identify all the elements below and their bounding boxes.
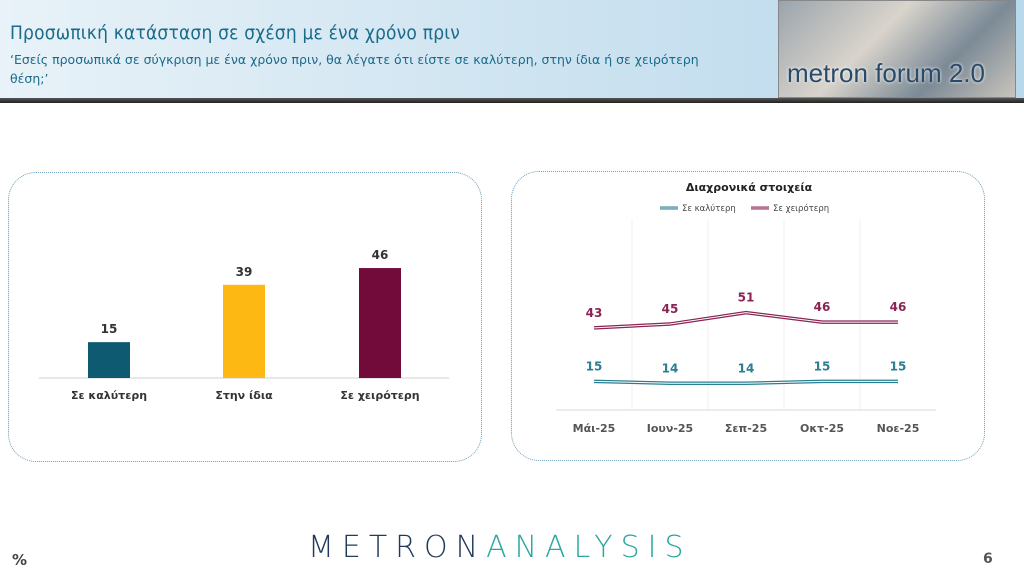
bar-chart-panel: 15 Σε καλύτερη 39 Στην ίδια 46 Σε χειρότερη (8, 172, 482, 462)
chart-title: Διαχρονικά στοιχεία (686, 181, 813, 194)
bar-value-label: 15 (101, 322, 118, 336)
line-chart-panel: Διαχρονικά στοιχεία Σε καλύτερη 15 14 14 15 15… (511, 171, 985, 461)
bar-value-label: 46 (372, 248, 389, 262)
x-tick-label: Ιουν-25 (647, 422, 693, 435)
brand-a: METRON (308, 530, 487, 565)
series-line-inner-0 (593, 380, 898, 384)
bar-chart: 15 Σε καλύτερη 39 Στην ίδια 46 Σε χειρότερη (39, 248, 449, 402)
data-label: 43 (586, 306, 603, 320)
legend-label: Σε καλύτερη (682, 203, 736, 214)
bar-value-label: 39 (236, 265, 253, 279)
x-tick-label: Οκτ-25 (800, 422, 844, 435)
category-label: Σε καλύτερη (71, 389, 147, 402)
legend-label: Σε χειρότερη (773, 203, 829, 214)
data-label: 14 (738, 361, 755, 375)
bar-2 (359, 268, 401, 378)
metron-forum-logo: metron forum 2.0 (778, 0, 1016, 98)
data-label: 45 (662, 302, 679, 316)
data-label: 15 (586, 359, 603, 373)
data-label: 15 (890, 359, 907, 373)
x-tick-label: Σεπ-25 (725, 422, 767, 435)
data-label: 51 (738, 291, 755, 305)
data-label: 15 (814, 359, 831, 373)
header-divider (0, 98, 1024, 103)
page-title: Προσωπική κατάσταση σε σχέση με ένα χρόν… (10, 22, 460, 44)
bar-1 (223, 284, 265, 378)
page-number: 6 (983, 551, 993, 567)
category-label: Στην ίδια (215, 389, 273, 402)
page-subtitle: ‘Εσείς προσωπικά σε σύγκριση με ένα χρόν… (10, 52, 699, 86)
brand-b: ANALYSIS (486, 530, 692, 565)
bar-0 (88, 342, 130, 378)
data-label: 46 (890, 300, 907, 314)
data-label: 14 (662, 361, 679, 375)
line-chart: Διαχρονικά στοιχεία Σε καλύτερη 15 14 14 15 15… (556, 181, 936, 435)
category-label: Σε χειρότερη (340, 389, 419, 402)
metron-analysis-logo: METRONANALYSIS (308, 530, 692, 565)
unit-label: % (12, 551, 28, 569)
data-label: 46 (814, 300, 831, 314)
x-tick-label: Νοε-25 (877, 422, 920, 435)
logo-text: metron forum 2.0 (787, 58, 985, 88)
series-line-inner-1 (593, 312, 898, 329)
x-tick-label: Μάι-25 (573, 422, 616, 435)
